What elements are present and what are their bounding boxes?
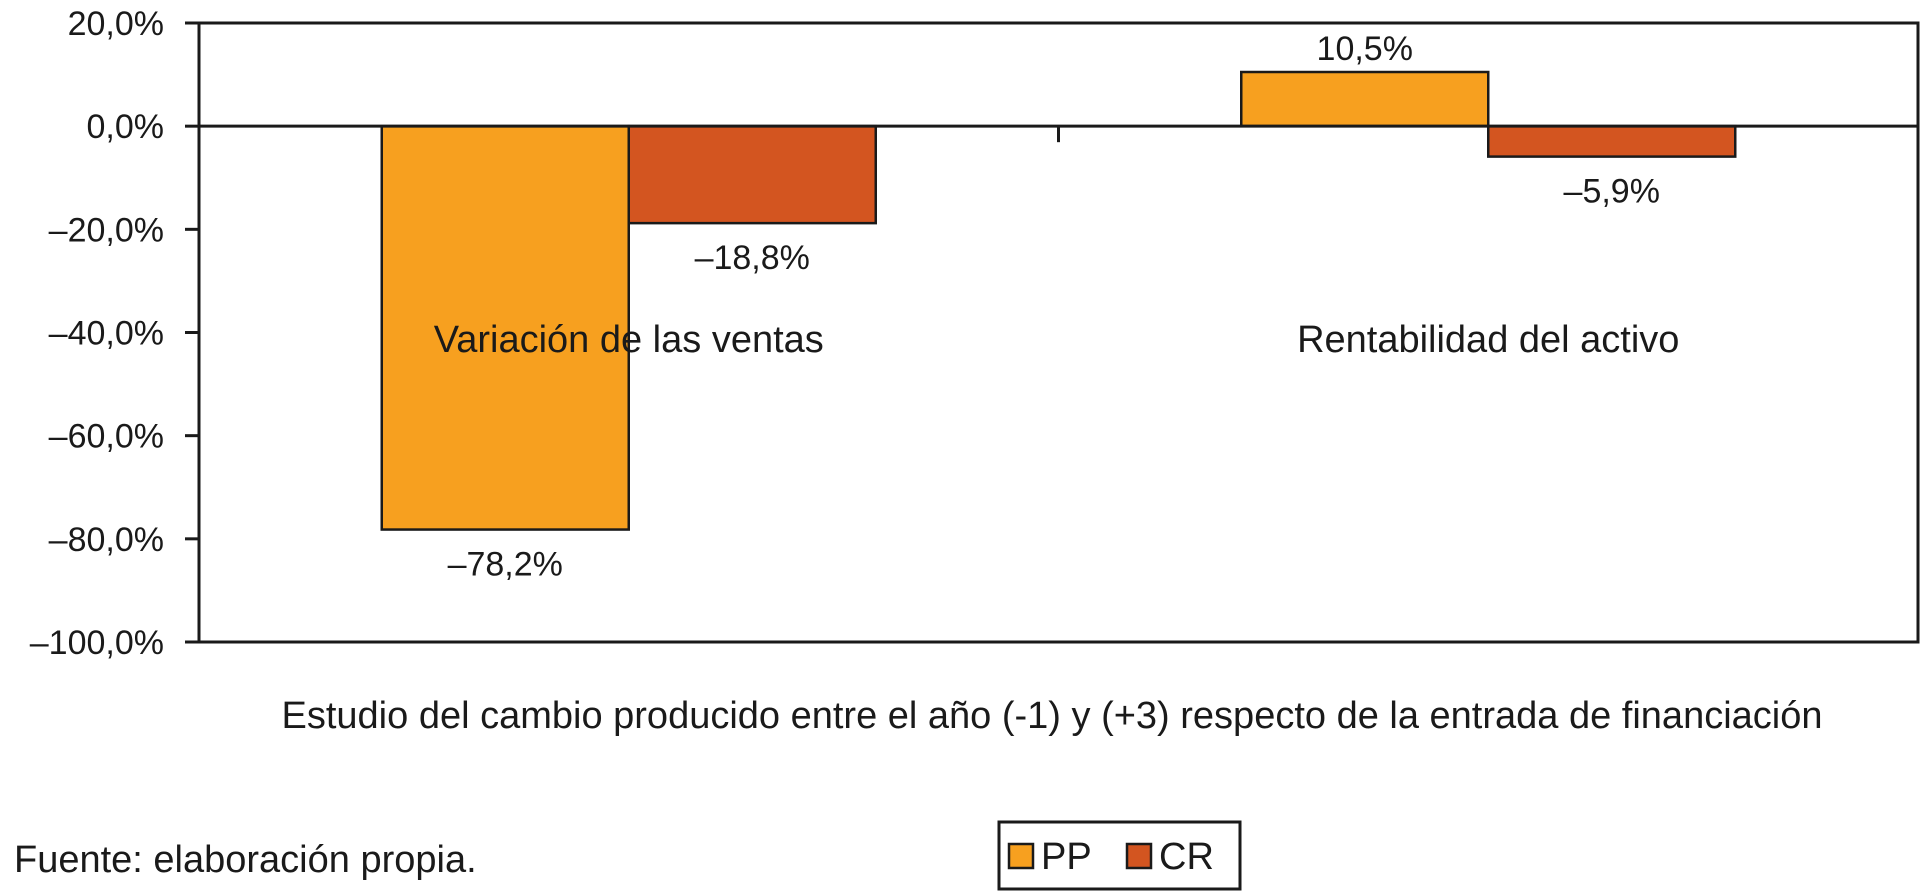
data-label-pp: –78,2% — [448, 546, 563, 584]
bar-pp — [380, 124, 630, 531]
plot-border — [197, 21, 1920, 644]
y-tick-label: –100,0% — [30, 624, 164, 662]
category-labels: Variación de las ventas Rentabilidad del … — [434, 319, 1680, 361]
data-label-cr: –18,8% — [695, 239, 810, 277]
y-tick-label: 20,0% — [68, 5, 164, 43]
bar-cr — [1487, 124, 1737, 158]
source-note: Fuente: elaboración propia. — [14, 839, 477, 881]
x-axis-title: Estudio del cambio producido entre el añ… — [282, 695, 1823, 737]
category-label: Variación de las ventas — [434, 319, 824, 361]
legend-swatch-cr — [1125, 842, 1153, 870]
legend-label-pp: PP — [1041, 836, 1092, 878]
y-axis-ticks: 20,0% 0,0% –20,0% –40,0% –60,0% –80,0% –100,0% — [30, 5, 199, 662]
y-tick-label: 0,0% — [87, 108, 165, 146]
y-tick-label: –80,0% — [49, 521, 164, 559]
legend-label-cr: CR — [1159, 836, 1214, 878]
data-label-cr: –5,9% — [1564, 173, 1660, 211]
legend: PP CR — [997, 820, 1242, 891]
bar-cr — [627, 124, 877, 225]
data-label-pp: 10,5% — [1317, 30, 1413, 68]
bars — [380, 70, 1737, 531]
bar-pp — [1240, 70, 1490, 128]
category-label: Rentabilidad del activo — [1297, 319, 1679, 361]
data-labels: –78,2% –18,8% 10,5% –5,9% — [448, 30, 1660, 584]
y-tick-label: –60,0% — [49, 418, 164, 456]
legend-swatch-pp — [1007, 842, 1035, 870]
plot-frame — [197, 21, 1920, 644]
y-tick-label: –20,0% — [49, 211, 164, 249]
legend-box — [997, 820, 1242, 891]
y-tick-label: –40,0% — [49, 315, 164, 353]
